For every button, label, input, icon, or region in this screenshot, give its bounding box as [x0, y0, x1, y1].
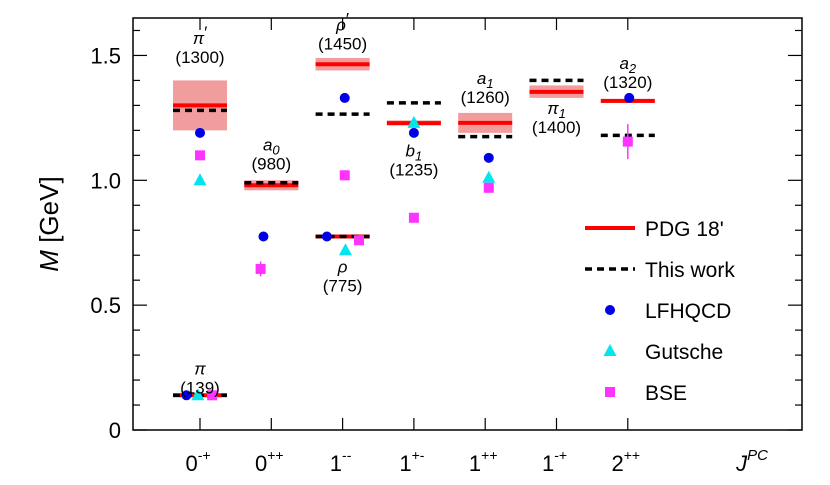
annotation-pi-prime-symbol: π′ — [193, 23, 208, 48]
y-axis-title: M [GeV] — [34, 176, 64, 271]
x-tick-label-0: 0-+ — [185, 447, 210, 476]
plot-frame — [132, 17, 803, 431]
lfhqcd-point-3 — [321, 231, 332, 242]
annotation-rho-mass: (775) — [323, 277, 363, 296]
legend-label-0: PDG 18' — [645, 218, 724, 241]
bse-point-6 — [483, 182, 494, 193]
lfhqcd-point-2 — [258, 231, 269, 242]
x-tick-label-6: 2++ — [611, 447, 640, 476]
bse-point-3 — [339, 170, 350, 181]
lfhqcd-point-1 — [195, 127, 205, 138]
legend-swatch-gutsche — [603, 344, 617, 356]
lfhqcd-point-7 — [624, 92, 635, 103]
bse-point-7 — [622, 136, 633, 147]
bse-point-0 — [207, 390, 218, 401]
lfhqcd-point-6 — [483, 152, 494, 163]
legend: PDG 18' This work LFHQCD Gutsche BSE — [585, 218, 735, 405]
pdg-lines — [173, 62, 655, 398]
bse-point-5 — [408, 212, 419, 223]
axes: 0 0.5 1.0 1.5 0-+ 0++ 1-- 1+- 1++ 1-+ 2++ JPC M [GeV… — [34, 17, 803, 476]
legend-swatch-bse — [605, 387, 615, 397]
annotation-a1-symbol: a1 — [477, 69, 494, 91]
legend-label-1: This work — [645, 259, 735, 282]
lfhqcd-point-5 — [408, 127, 419, 138]
y-tick-label: 1.0 — [90, 168, 121, 193]
annotation-rho-prime-symbol: ρ′ — [335, 9, 349, 34]
bse-point-4 — [353, 235, 364, 246]
annotation-pi1-symbol: π1 — [547, 99, 566, 121]
annotation-b1-symbol: b1 — [406, 142, 423, 164]
x-axis-title: JPC — [735, 447, 768, 476]
annotation-pi-prime-mass: (1300) — [175, 48, 224, 67]
annotation-a2-mass: (1320) — [603, 73, 652, 92]
annotation-a0-symbol: a0 — [263, 135, 280, 157]
particle-annotations: π(139)π′(1300)a0(980)ρ′(1450)ρ(775)b1(12… — [175, 9, 652, 397]
gutsche-point-2 — [338, 243, 352, 256]
annotation-rho-symbol: ρ — [337, 258, 348, 277]
bse-point-1 — [195, 150, 205, 161]
annotation-pi1-mass: (1400) — [532, 118, 581, 137]
y-tick-label: 1.5 — [90, 43, 121, 68]
lfhqcd-point-4 — [339, 92, 350, 103]
legend-swatch-lfhqcd — [605, 305, 615, 315]
y-tick-label: 0 — [109, 418, 121, 443]
legend-label-3: Gutsche — [645, 341, 723, 364]
x-tick-label-3: 1+- — [399, 447, 424, 476]
pdg-uncertainty-bands — [173, 57, 655, 397]
annotation-b1-mass: (1235) — [389, 161, 438, 180]
x-tick-label-1: 0++ — [255, 447, 284, 476]
x-tick-label-5: 1-+ — [542, 447, 567, 476]
annotation-rho-prime-mass: (1450) — [318, 34, 367, 53]
gutsche-point-3 — [407, 115, 421, 128]
annotation-a1-mass: (1260) — [461, 88, 510, 107]
annotation-a2-symbol: a2 — [619, 54, 636, 76]
legend-label-2: LFHQCD — [645, 300, 731, 323]
annotation-pi-symbol: π — [194, 360, 206, 379]
legend-label-4: BSE — [645, 382, 687, 405]
x-tick-label-4: 1++ — [469, 447, 498, 476]
gutsche-point-1 — [193, 173, 207, 186]
gutsche-point-4 — [482, 170, 496, 183]
gutsche-point-0 — [191, 388, 205, 401]
lfhqcd-point-0 — [181, 390, 192, 401]
y-tick-label: 0.5 — [90, 293, 121, 318]
annotation-a0-mass: (980) — [251, 154, 291, 173]
model-markers — [181, 92, 635, 401]
annotation-pi-mass: (139) — [180, 379, 220, 398]
bse-point-2 — [255, 263, 266, 274]
x-tick-label-2: 1-- — [330, 447, 352, 476]
